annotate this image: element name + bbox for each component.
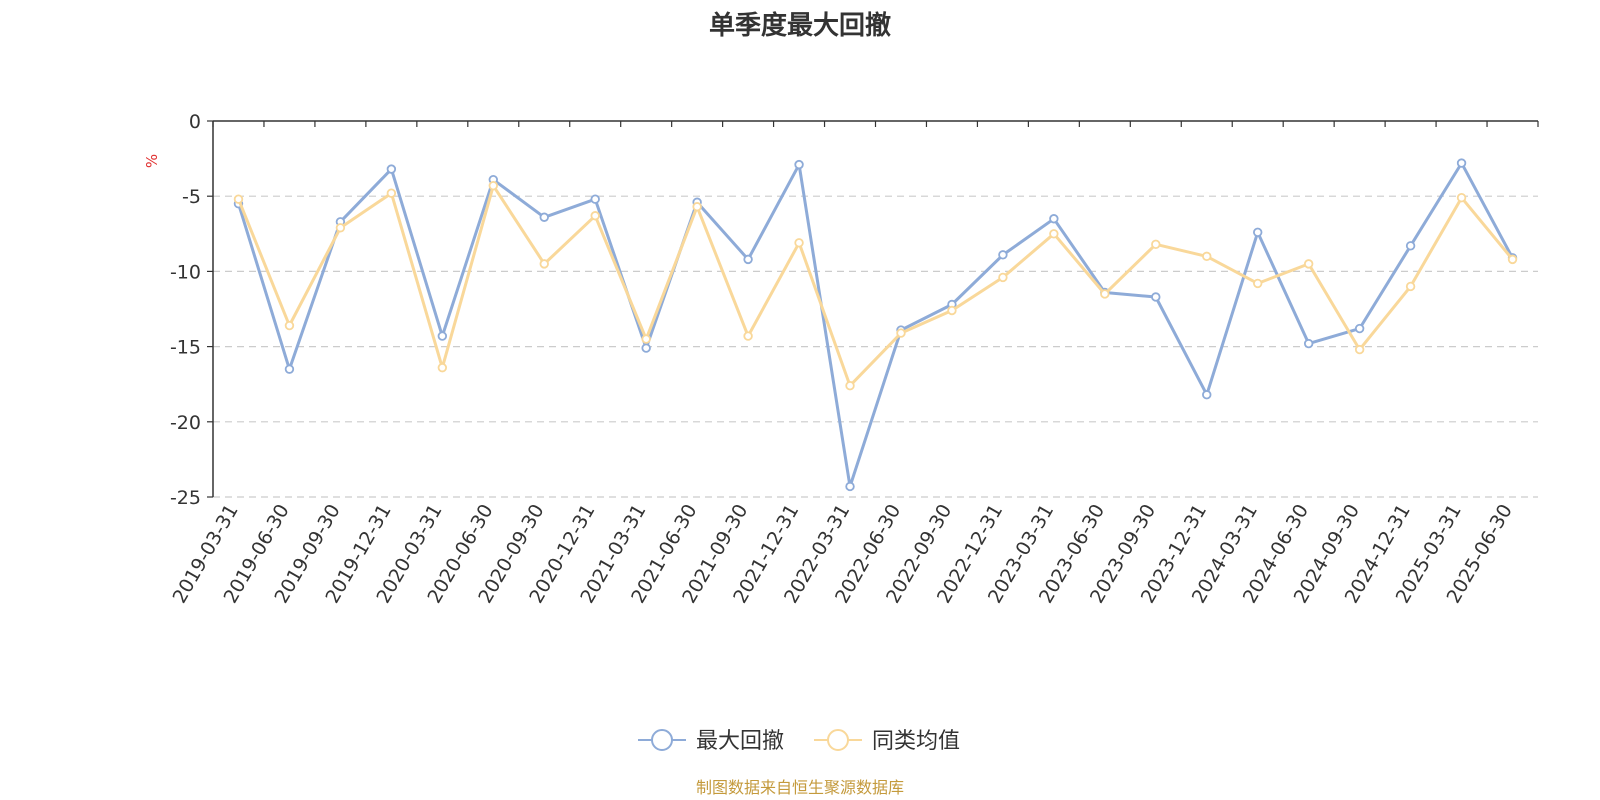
data-point[interactable]	[1049, 229, 1059, 239]
data-point[interactable]	[590, 194, 600, 204]
data-point[interactable]	[488, 180, 498, 191]
data-point[interactable]	[743, 254, 753, 265]
source-note: 制图数据来自恒生聚源数据库	[696, 778, 904, 797]
y-tick-label: -15	[170, 337, 201, 359]
data-point[interactable]	[1456, 158, 1467, 168]
legend-marker	[651, 729, 673, 751]
data-point[interactable]	[794, 159, 804, 170]
data-point[interactable]	[1253, 227, 1263, 237]
data-point[interactable]	[437, 362, 448, 373]
legend-item-1[interactable]: 最大回撤	[638, 729, 784, 754]
data-point[interactable]	[998, 250, 1008, 260]
axes	[207, 120, 1539, 498]
y-tick-label: -10	[170, 261, 201, 283]
x-tick-labels: 2019-03-312019-06-302019-09-302019-12-31…	[169, 500, 1517, 607]
data-point[interactable]	[386, 164, 397, 174]
data-point[interactable]	[1303, 338, 1314, 349]
data-point[interactable]	[1202, 390, 1212, 400]
data-point[interactable]	[437, 331, 448, 341]
legend[interactable]: 最大回撤 同类均值	[638, 729, 960, 754]
data-point[interactable]	[1100, 289, 1110, 299]
data-point[interactable]	[743, 331, 753, 341]
data-point[interactable]	[284, 364, 295, 374]
series-line-2	[237, 184, 1514, 388]
data-point[interactable]	[1151, 292, 1161, 302]
data-point[interactable]	[1202, 251, 1212, 262]
data-point[interactable]	[1354, 323, 1365, 334]
data-point[interactable]	[1303, 259, 1314, 269]
legend-label: 同类均值	[872, 729, 960, 754]
legend-label: 最大回撤	[696, 729, 784, 754]
y-tick-label: -25	[170, 487, 201, 509]
data-point[interactable]	[386, 188, 397, 198]
data-point[interactable]	[692, 202, 702, 212]
legend-item-2[interactable]: 同类均值	[814, 729, 960, 754]
chart-title: 单季度最大回撤	[709, 10, 891, 41]
y-tick-labels: 0 -5 -10 -15 -20 -25	[170, 111, 201, 509]
legend-marker	[827, 729, 849, 751]
data-point[interactable]	[284, 320, 295, 331]
data-point[interactable]	[947, 305, 957, 316]
data-point[interactable]	[539, 212, 549, 222]
data-point[interactable]	[845, 481, 855, 492]
data-point[interactable]	[641, 343, 651, 353]
data-point[interactable]	[335, 223, 346, 233]
data-point[interactable]	[590, 211, 600, 221]
y-tick-label: -20	[170, 412, 201, 434]
series-line-1	[237, 161, 1514, 488]
data-point[interactable]	[1507, 254, 1518, 265]
data-point[interactable]	[1405, 281, 1416, 292]
y-tick-label: -5	[182, 186, 201, 208]
series	[233, 158, 1518, 492]
data-point[interactable]	[1253, 278, 1263, 289]
data-point[interactable]	[1151, 239, 1161, 250]
data-point[interactable]	[845, 381, 855, 391]
data-point[interactable]	[998, 272, 1008, 283]
y-axis-unit-label: %	[143, 154, 161, 168]
data-point[interactable]	[1456, 193, 1467, 203]
y-tick-label: 0	[189, 111, 201, 133]
data-point[interactable]	[1049, 214, 1059, 224]
data-point[interactable]	[641, 334, 651, 344]
data-point[interactable]	[1405, 241, 1416, 251]
data-point[interactable]	[794, 238, 804, 248]
data-point[interactable]	[896, 328, 906, 338]
data-point[interactable]	[1354, 344, 1365, 355]
data-point[interactable]	[539, 259, 549, 269]
grid-lines	[213, 195, 1538, 498]
data-point[interactable]	[233, 194, 244, 204]
